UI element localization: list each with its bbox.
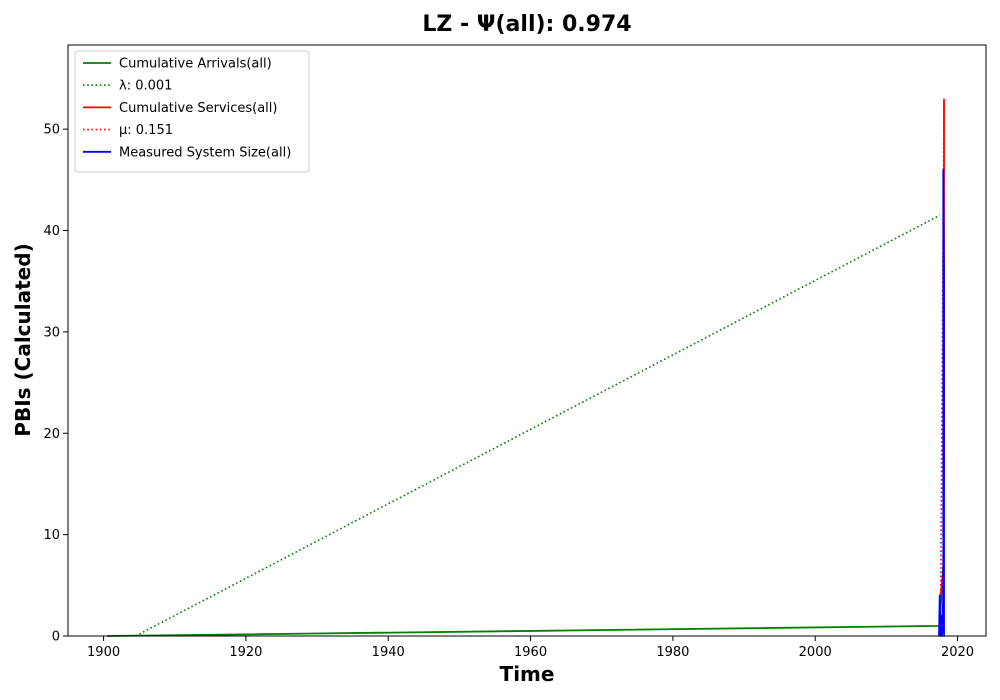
legend-box — [74, 50, 310, 173]
y-tick-label: 30 — [43, 325, 60, 340]
y-tick-label: 10 — [43, 528, 60, 543]
y-tick-label: 40 — [43, 224, 60, 239]
x-tick-label: 1940 — [372, 645, 405, 660]
x-axis: 1900 1920 1940 1960 1980 2000 2020 — [87, 636, 974, 660]
legend: Cumulative Arrivals(all) λ: 0.001 Cumulati… — [74, 50, 310, 173]
series-line-3 — [939, 98, 945, 637]
legend-label-1: λ: 0.001 — [119, 79, 172, 94]
x-axis-title: Time — [500, 662, 555, 686]
x-tick-label: 1980 — [656, 645, 689, 660]
chart-title: LZ - Ψ(all): 0.974 — [422, 12, 632, 37]
legend-label-0: Cumulative Arrivals(all) — [119, 57, 272, 72]
series-line-0 — [107, 564, 945, 637]
y-tick-label: 50 — [43, 123, 60, 138]
series-layer — [107, 98, 945, 637]
series-line-1 — [135, 214, 941, 637]
x-tick-label: 2020 — [941, 645, 974, 660]
y-axis-title: PBIs (Calculated) — [11, 243, 35, 436]
x-tick-label: 1920 — [229, 645, 262, 660]
x-tick-label: 1960 — [514, 645, 547, 660]
x-tick-label: 2000 — [799, 645, 832, 660]
legend-label-3: μ: 0.151 — [119, 123, 173, 138]
legend-label-4: Measured System Size(all) — [119, 145, 291, 160]
x-tick-label: 1900 — [87, 645, 120, 660]
series-line-4 — [938, 168, 945, 637]
y-tick-label: 20 — [43, 427, 60, 442]
legend-label-2: Cumulative Services(all) — [119, 101, 277, 116]
y-axis: 0 10 20 30 40 50 — [43, 123, 68, 645]
plot-frame — [67, 44, 987, 637]
y-tick-label: 0 — [52, 630, 60, 645]
